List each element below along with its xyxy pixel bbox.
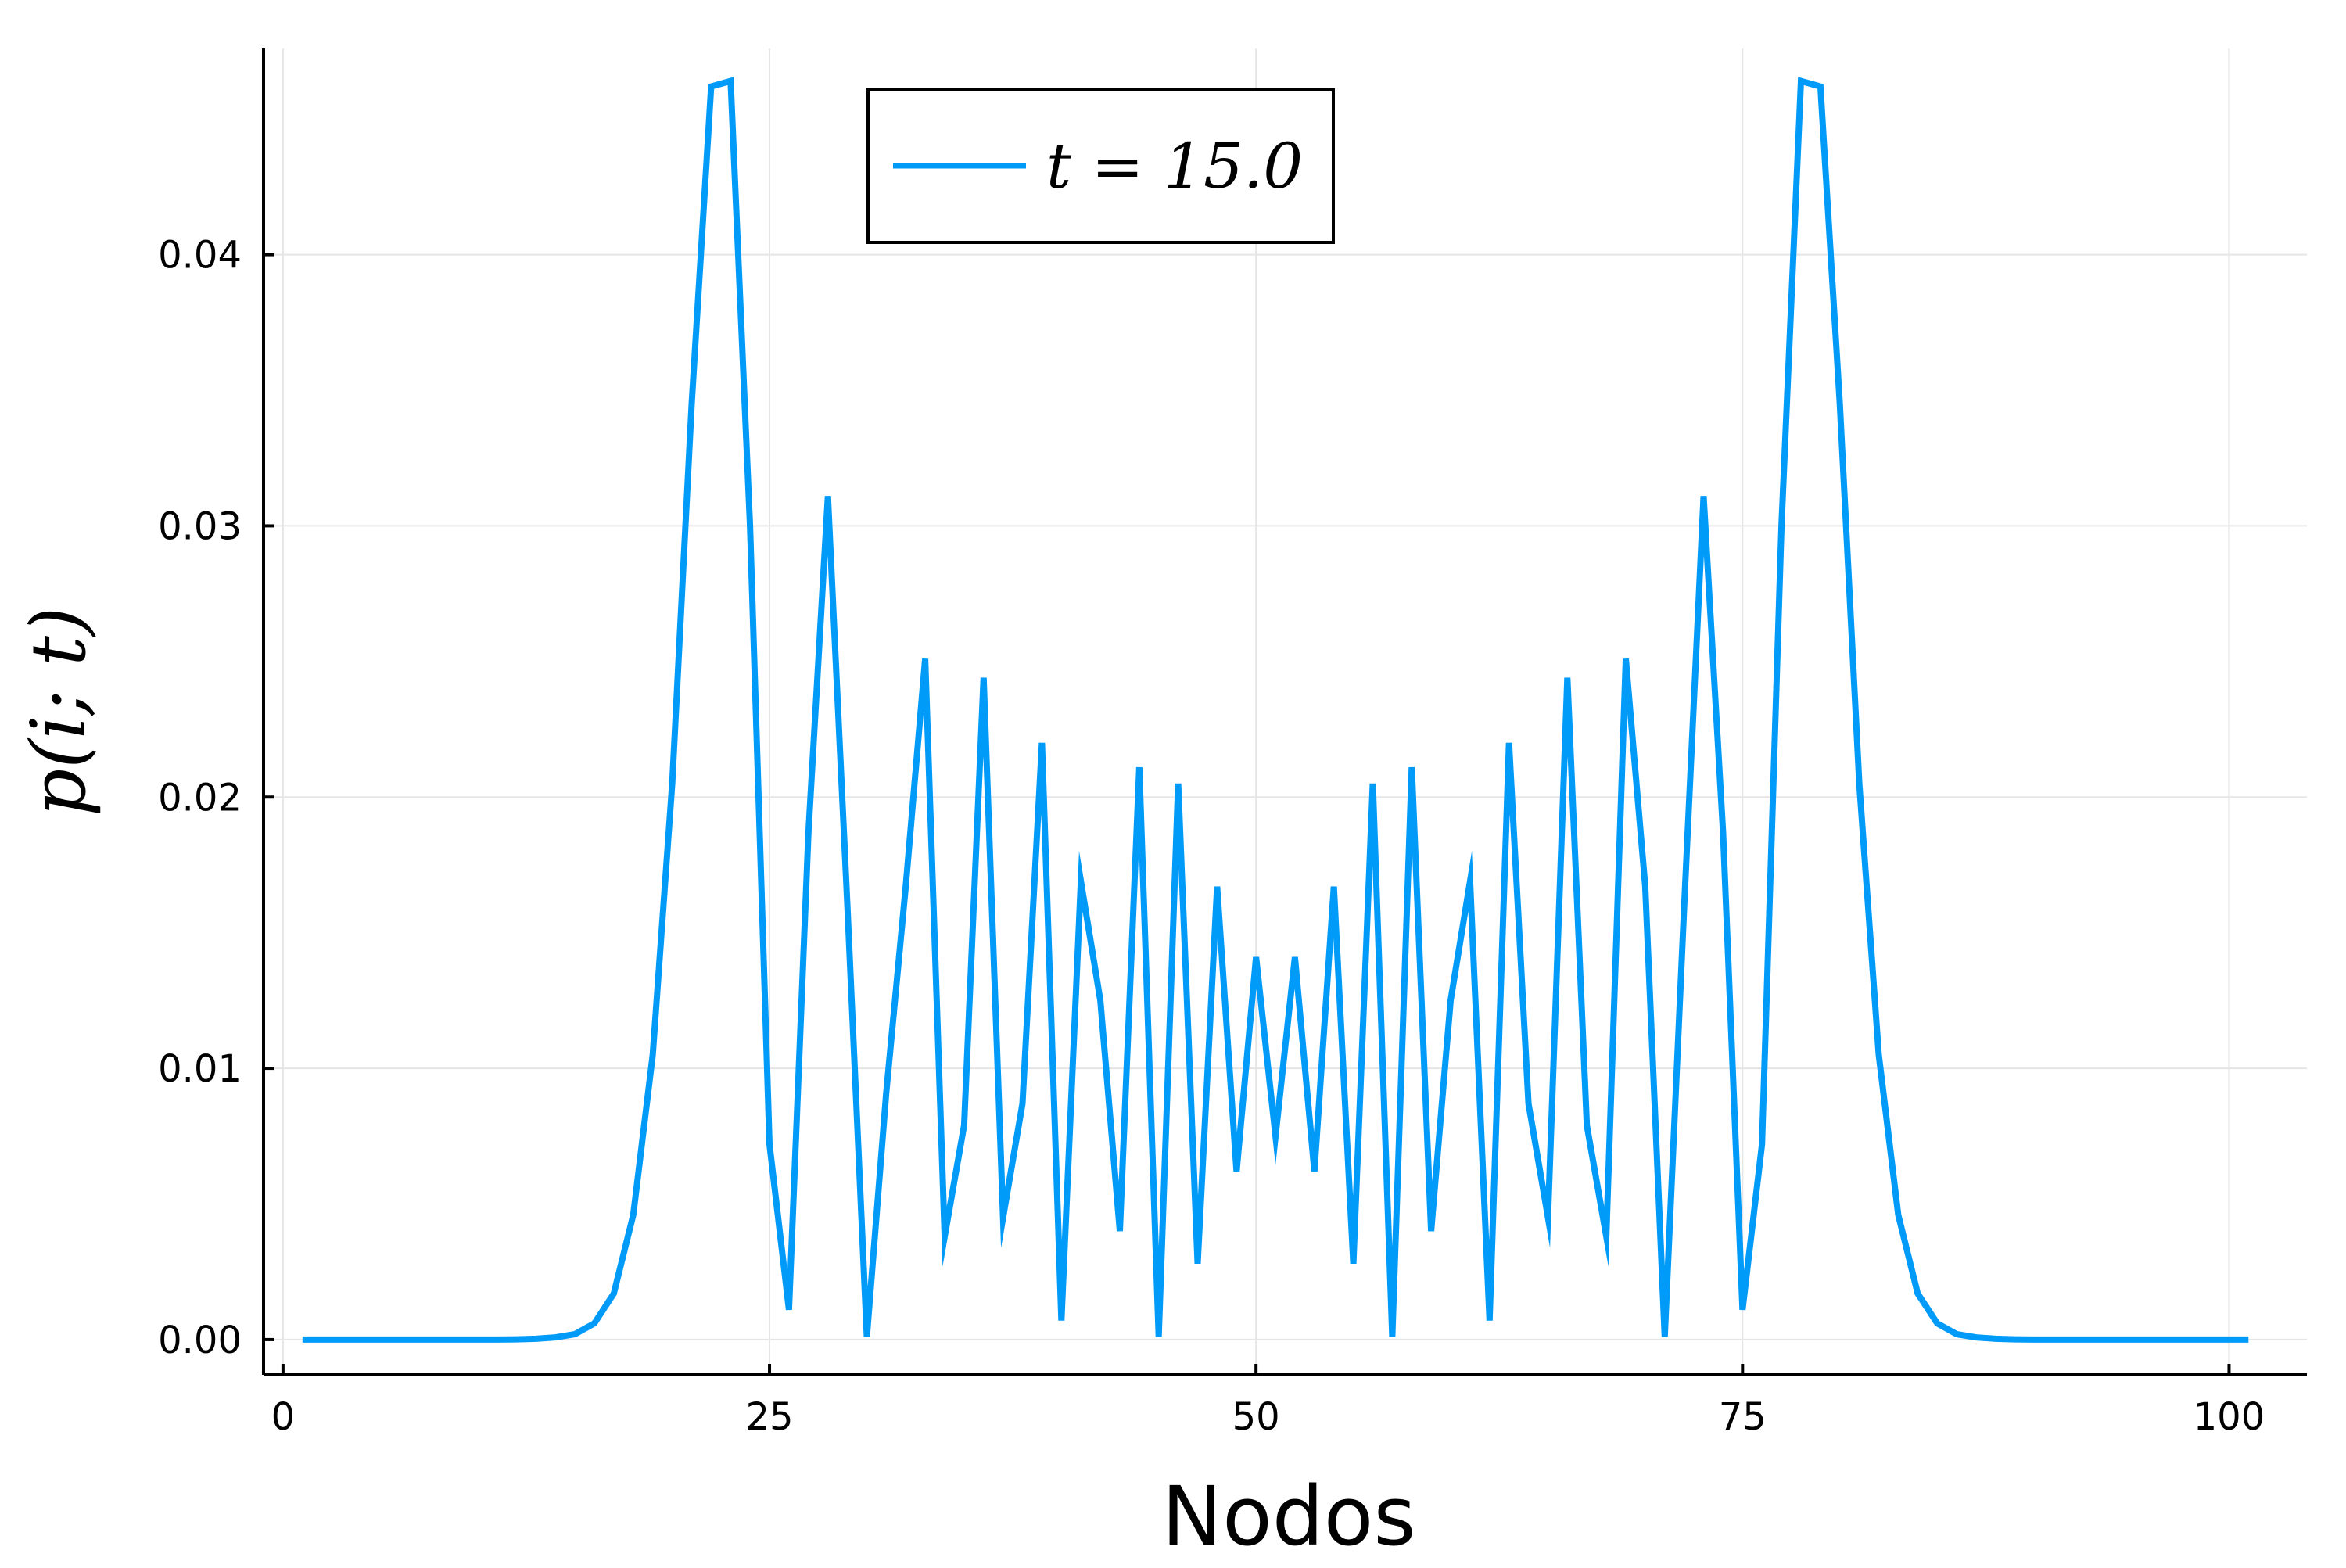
x-tick-label: 25 — [745, 1395, 793, 1439]
y-tick-label: 0.02 — [158, 776, 242, 820]
x-tick-label: 75 — [1719, 1395, 1767, 1439]
y-tick-label: 0.04 — [158, 234, 242, 278]
y-tick-label: 0.03 — [158, 504, 242, 548]
x-tick-label: 0 — [271, 1395, 296, 1439]
legend-label: t = 15.0 — [1046, 130, 1303, 203]
x-tick-label: 100 — [2194, 1395, 2265, 1439]
y-tick-label: 0.01 — [158, 1047, 242, 1091]
x-tick-label: 50 — [1232, 1395, 1280, 1439]
legend[interactable]: t = 15.0 — [866, 88, 1335, 244]
grid — [264, 48, 2307, 1375]
axes — [262, 48, 2307, 1376]
series-line — [302, 77, 2249, 1343]
x-axis-label: Nodos — [1161, 1469, 1415, 1564]
y-tick-label: 0.00 — [158, 1319, 242, 1362]
ticks: 0 25 50 75 100 0.00 0.01 0.02 0.03 0.04 — [158, 234, 2265, 1439]
series-layer — [302, 77, 2249, 1343]
y-axis-label: p(i; t) — [15, 607, 102, 817]
